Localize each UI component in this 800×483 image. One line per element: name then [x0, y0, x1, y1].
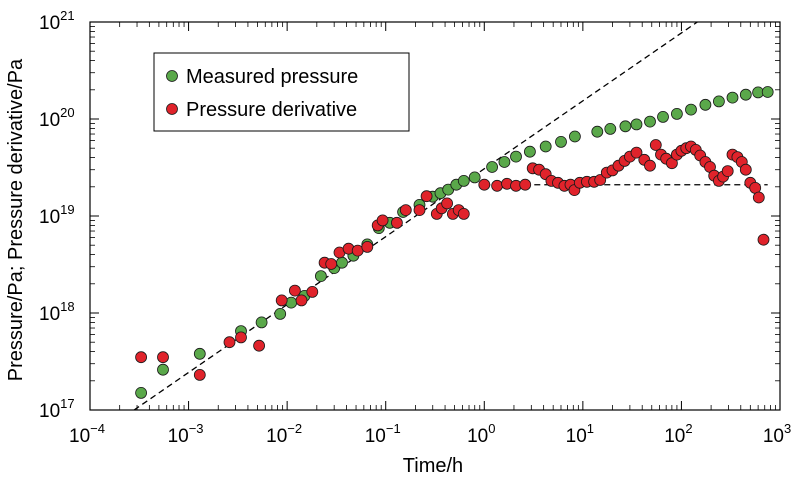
- x-tick-label: 10−1: [365, 421, 401, 447]
- legend-marker-pressure-derivative: [166, 103, 178, 115]
- x-tick-label: 102: [664, 421, 692, 447]
- point-pressure-derivative: [594, 174, 607, 186]
- data-points: [135, 86, 774, 399]
- point-measured-pressure: [274, 307, 287, 320]
- point-pressure-derivative: [630, 146, 643, 159]
- point-measured-pressure: [591, 125, 604, 138]
- legend: Measured pressure Pressure derivative: [153, 52, 410, 132]
- point-measured-pressure: [457, 174, 470, 187]
- x-axis-label: Time/h: [403, 455, 463, 477]
- point-measured-pressure: [336, 256, 348, 269]
- point-measured-pressure: [685, 103, 697, 116]
- point-pressure-derivative: [413, 204, 426, 217]
- point-pressure-derivative: [457, 207, 470, 220]
- x-tick-exponent: 1: [587, 421, 594, 436]
- x-tick-label: 100: [467, 421, 495, 447]
- point-pressure-derivative: [752, 191, 765, 204]
- x-tick-exponent: 3: [784, 421, 791, 436]
- y-tick-exponent: 20: [60, 105, 74, 120]
- legend-label-pressure-derivative: Pressure derivative: [186, 99, 357, 121]
- y-tick-label: 1018: [39, 299, 75, 325]
- legend-box: [153, 52, 410, 132]
- point-measured-pressure: [539, 140, 552, 153]
- point-pressure-derivative: [491, 179, 504, 192]
- point-measured-pressure: [619, 120, 632, 133]
- point-measured-pressure: [699, 98, 712, 111]
- point-pressure-derivative: [253, 339, 266, 352]
- point-measured-pressure: [157, 363, 169, 376]
- point-measured-pressure: [630, 118, 643, 131]
- x-tick-label: 10−4: [69, 421, 105, 447]
- x-tick-exponent: 2: [685, 421, 692, 436]
- point-measured-pressure: [644, 115, 656, 128]
- y-axis-label: Pressure/Pa; Pressure derivative/Pa: [5, 58, 27, 381]
- point-measured-pressure: [255, 316, 268, 329]
- point-measured-pressure: [671, 108, 683, 120]
- point-pressure-derivative: [420, 190, 433, 203]
- point-pressure-derivative: [275, 294, 288, 307]
- point-pressure-derivative: [325, 258, 338, 270]
- x-tick-exponent: −2: [287, 421, 302, 436]
- point-measured-pressure: [604, 122, 617, 135]
- y-tick-label: 1021: [39, 8, 75, 34]
- y-tick-exponent: 21: [60, 8, 74, 23]
- point-measured-pressure: [510, 150, 522, 163]
- point-measured-pressure: [555, 135, 567, 148]
- point-pressure-derivative: [135, 351, 148, 364]
- y-tick-exponent: 17: [60, 396, 74, 411]
- point-pressure-derivative: [757, 233, 770, 246]
- y-tick-label: 1017: [39, 396, 75, 422]
- point-pressure-derivative: [649, 139, 662, 151]
- point-measured-pressure: [569, 130, 581, 143]
- point-pressure-derivative: [361, 240, 374, 253]
- point-measured-pressure: [657, 111, 669, 123]
- axes: [89, 21, 781, 411]
- x-tick-exponent: 0: [488, 421, 495, 436]
- point-measured-pressure: [761, 86, 774, 98]
- point-pressure-derivative: [478, 178, 491, 191]
- point-pressure-derivative: [235, 331, 247, 344]
- legend-label-measured-pressure: Measured pressure: [186, 66, 358, 88]
- point-measured-pressure: [713, 95, 725, 108]
- point-measured-pressure: [314, 270, 327, 283]
- legend-marker-measured-pressure: [166, 70, 178, 82]
- point-measured-pressure: [498, 156, 511, 168]
- point-pressure-derivative: [390, 216, 403, 229]
- point-pressure-derivative: [306, 285, 319, 298]
- x-tick-label: 10−3: [168, 421, 204, 447]
- point-pressure-derivative: [223, 336, 236, 349]
- point-pressure-derivative: [399, 204, 412, 217]
- point-pressure-derivative: [519, 178, 532, 191]
- x-tick-label: 10−2: [266, 421, 302, 447]
- point-pressure-derivative: [295, 294, 308, 307]
- point-measured-pressure: [726, 91, 739, 104]
- x-tick-exponent: −3: [189, 421, 204, 436]
- point-pressure-derivative: [739, 163, 752, 176]
- point-pressure-derivative: [288, 284, 301, 297]
- point-measured-pressure: [135, 386, 148, 399]
- point-measured-pressure: [468, 171, 481, 184]
- x-tick-label: 101: [566, 421, 594, 447]
- point-pressure-derivative: [644, 159, 656, 172]
- point-pressure-derivative: [721, 165, 734, 178]
- x-tick-exponent: −4: [90, 421, 105, 436]
- y-tick-label: 1020: [39, 105, 75, 131]
- y-tick-exponent: 19: [60, 202, 74, 217]
- point-measured-pressure: [193, 347, 206, 360]
- point-pressure-derivative: [376, 214, 389, 227]
- y-tick-label: 1019: [39, 202, 75, 228]
- y-tick-exponent: 18: [60, 299, 74, 314]
- point-pressure-derivative: [441, 197, 454, 210]
- point-pressure-derivative: [193, 368, 206, 381]
- x-tick-exponent: −1: [386, 421, 401, 436]
- point-pressure-derivative: [157, 351, 169, 364]
- point-measured-pressure: [524, 145, 536, 158]
- point-measured-pressure: [739, 88, 752, 101]
- x-tick-label: 103: [763, 421, 791, 447]
- tick-labels: 10−4 10−3 10−2 10−1 100 101 102 103101710181019…: [39, 8, 791, 447]
- point-measured-pressure: [486, 161, 499, 173]
